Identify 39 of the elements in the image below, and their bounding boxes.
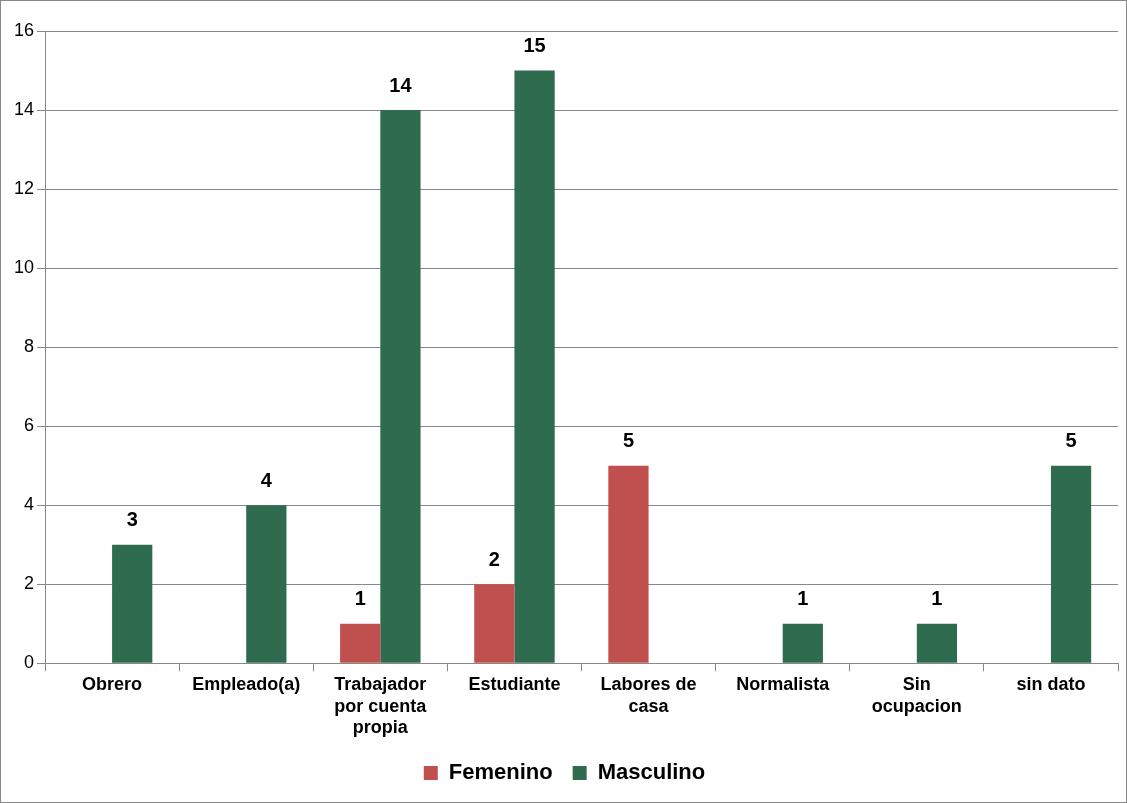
data-label: 15 — [523, 34, 546, 57]
y-tick-label: 14 — [13, 98, 35, 119]
x-tick-label: Trabajador por cuenta propia — [334, 673, 428, 738]
data-label: 3 — [126, 508, 138, 531]
bar — [340, 623, 381, 663]
x-tick-label: Obrero — [82, 673, 143, 694]
bar — [112, 544, 153, 663]
x-tick-label: Estudiante — [468, 673, 561, 694]
data-label: 1 — [931, 587, 943, 610]
bar — [1050, 465, 1092, 663]
legend-label: Masculino — [597, 759, 706, 785]
bar — [608, 465, 649, 663]
data-label: 5 — [1065, 429, 1077, 452]
legend-label: Femenino — [448, 759, 553, 785]
x-tick-label: Normalista — [736, 673, 831, 694]
y-tick-label: 0 — [24, 652, 35, 673]
y-tick-label: 10 — [13, 257, 35, 278]
data-label: 14 — [389, 73, 413, 96]
x-tick-label: Labores de casa — [600, 673, 697, 716]
y-tick-label: 6 — [24, 415, 35, 436]
data-label: 2 — [488, 547, 500, 570]
data-label: 4 — [260, 468, 273, 491]
bar — [246, 505, 287, 663]
data-label: 1 — [797, 587, 809, 610]
bar — [916, 623, 958, 663]
data-label: 1 — [354, 587, 366, 610]
data-label: 5 — [622, 429, 635, 452]
bar — [782, 623, 823, 663]
y-tick-label: 16 — [13, 19, 35, 40]
y-tick-label: 8 — [24, 336, 35, 357]
x-tick-label: Empleado(a) — [192, 673, 301, 694]
y-tick-label: 12 — [13, 178, 35, 199]
bar — [380, 110, 421, 663]
x-tick-label: Sin ocupacion — [871, 673, 962, 716]
x-tick-label: sin dato — [1016, 673, 1086, 694]
y-tick-label: 2 — [24, 573, 35, 594]
bar — [474, 584, 515, 663]
bar — [514, 70, 555, 663]
y-tick-label: 4 — [24, 494, 35, 515]
